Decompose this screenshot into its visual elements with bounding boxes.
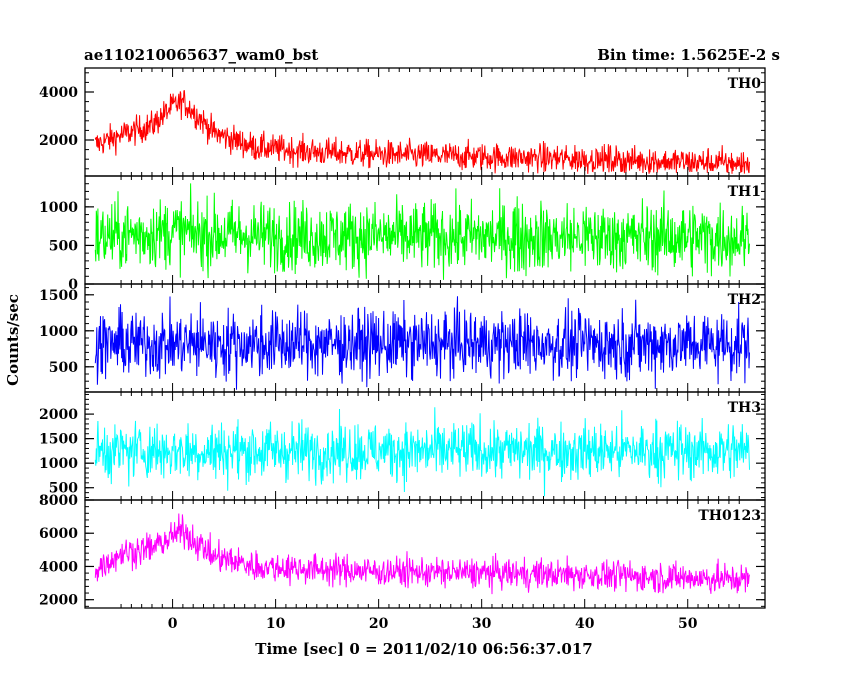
x-tick-label: 40 <box>575 616 595 632</box>
panel-label-th0123: TH0123 <box>698 508 761 524</box>
y-tick-label: 500 <box>49 360 78 376</box>
y-tick-label: 1000 <box>39 456 78 472</box>
x-axis-title: Time [sec] 0 = 2011/02/10 06:56:37.017 <box>255 640 592 658</box>
trace-th2 <box>94 296 750 390</box>
y-axis-title: Counts/sec <box>4 294 22 386</box>
y-tick-label: 1000 <box>39 200 78 216</box>
panel-th2: 500 1000 1500 TH2 <box>39 283 766 393</box>
y-tick-label: 500 <box>49 238 78 254</box>
panel-label-th2: TH2 <box>728 292 761 308</box>
x-tick-label: 50 <box>678 616 698 632</box>
y-tick-label: 2000 <box>39 407 78 423</box>
y-tick-label: 1500 <box>39 432 78 448</box>
x-tick-label: 30 <box>472 616 492 632</box>
panel-th3: 500 1000 1500 2000 TH3 <box>39 391 766 501</box>
y-tick-label: 2000 <box>39 133 78 149</box>
panel-th0123: 2000 4000 6000 8000 TH0123 <box>39 493 766 609</box>
panel-th1: 0 500 1000 TH1 <box>39 175 766 293</box>
panel-label-th0: TH0 <box>728 76 762 92</box>
y-tick-label: 0 <box>68 277 78 293</box>
x-axis-ticks: 0 10 20 30 40 50 <box>168 616 698 632</box>
x-tick-label: 20 <box>369 616 389 632</box>
panel-label-th3: TH3 <box>728 400 761 416</box>
trace-th1 <box>94 183 750 280</box>
panel-label-th1: TH1 <box>728 184 761 200</box>
y-tick-label: 500 <box>49 481 78 497</box>
x-tick-label: 10 <box>266 616 286 632</box>
trace-th0 <box>94 89 750 174</box>
y-tick-label: 1000 <box>39 324 78 340</box>
y-tick-label: 1500 <box>39 288 78 304</box>
y-tick-label: 8000 <box>39 493 78 509</box>
panels-group: 2000 4000 TH0 0 500 1000 TH1 500 1000 1500 TH2 500 1… <box>39 67 766 609</box>
y-tick-label: 6000 <box>39 526 78 542</box>
panel-th0: 2000 4000 TH0 <box>39 67 766 177</box>
y-tick-label: 4000 <box>39 559 78 575</box>
trace-th0123 <box>94 513 750 595</box>
y-tick-label: 2000 <box>39 593 78 609</box>
panel-frame <box>84 499 766 609</box>
trace-th3 <box>94 407 750 497</box>
x-tick-label: 0 <box>168 616 178 632</box>
bin-time-label: Bin time: 1.5625E-2 s <box>597 46 780 64</box>
chart-title: ae110210065637_wam0_bst <box>84 46 318 64</box>
y-tick-label: 4000 <box>39 85 78 101</box>
